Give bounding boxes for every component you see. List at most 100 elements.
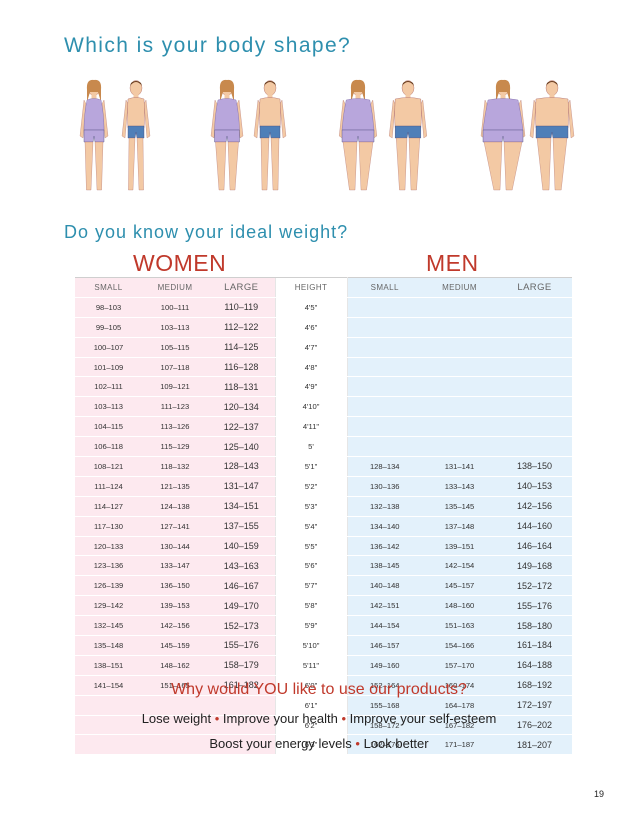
cell-men-medium: 131–141 <box>422 456 497 477</box>
woman-medium-figure <box>197 78 257 196</box>
cell-men-small: 138–145 <box>347 555 422 577</box>
women-header: WOMEN <box>133 250 227 276</box>
col-header-women-large: LARGE <box>208 277 275 298</box>
cell-men-medium: 137–148 <box>422 516 497 537</box>
cell-women-small: 111–124 <box>75 476 142 497</box>
cell-men-medium: 135–145 <box>422 496 497 517</box>
cell-men-medium <box>422 376 497 398</box>
cell-women-large: 110–119 <box>208 297 275 318</box>
table-row: 100–107 105–115 114–125 4'7" <box>75 337 572 358</box>
table-row: 98–103 100–111 110–119 4'5" <box>75 297 572 318</box>
cell-women-medium: 145–159 <box>142 635 208 656</box>
cell-women-small <box>75 695 142 716</box>
cell-men-small: 142–151 <box>347 595 422 617</box>
col-header-women-medium: MEDIUM <box>142 277 208 298</box>
cell-women-medium: 111–123 <box>142 396 208 418</box>
cell-height: 4'9" <box>274 376 348 398</box>
cell-men-medium <box>422 337 497 358</box>
cell-women-large: 152–173 <box>208 615 275 637</box>
cell-women-large: 125–140 <box>208 436 275 458</box>
cell-women-medium: 107–118 <box>142 357 208 378</box>
table-row: 123–136 133–147 143–163 5'6" 138–145 142–154 1… <box>75 555 572 577</box>
cell-women-small: 117–130 <box>75 516 142 537</box>
cell-women-large: 149–170 <box>208 595 275 617</box>
benefit-self-esteem: Improve your self-esteem <box>349 711 497 726</box>
cell-women-small: 106–118 <box>75 436 142 458</box>
cell-men-medium <box>422 357 497 378</box>
cell-women-large: 134–151 <box>208 496 275 517</box>
col-header-men-large: LARGE <box>497 277 572 298</box>
table-row: 117–130 127–141 137–155 5'4" 134–140 137–148 1… <box>75 516 572 537</box>
cell-men-medium: 167–182 <box>422 715 497 736</box>
cell-men-small <box>347 436 422 458</box>
table-row: 101–109 107–118 116–128 4'8" <box>75 357 572 378</box>
cell-women-medium: 130–144 <box>142 536 208 557</box>
cell-men-medium: 151–163 <box>422 615 497 637</box>
table-row: 114–127 124–138 134–151 5'3" 132–138 135–145 1… <box>75 496 572 517</box>
cell-women-small: 102–111 <box>75 376 142 398</box>
cell-women-medium: 127–141 <box>142 516 208 537</box>
cell-women-small: 108–121 <box>75 456 142 477</box>
cell-women-small: 104–115 <box>75 416 142 438</box>
cell-height: 4'11" <box>274 416 348 438</box>
table-row: 103–113 111–123 120–134 4'10" <box>75 396 572 418</box>
cell-men-medium: 164–178 <box>422 695 497 716</box>
cell-height: 4'7" <box>274 337 348 358</box>
woman-xlarge-figure <box>473 78 533 196</box>
cell-women-small: 141–154 <box>75 675 142 696</box>
cell-women-large: 158–179 <box>208 655 275 676</box>
cell-men-small <box>347 337 422 358</box>
cell-men-small <box>347 396 422 418</box>
cell-men-small: 149–160 <box>347 655 422 676</box>
cell-height: 6'2" <box>274 715 348 736</box>
cell-women-medium: 121–135 <box>142 476 208 497</box>
cell-men-small <box>347 376 422 398</box>
cell-men-small: 152–164 <box>347 675 422 696</box>
cell-men-small: 158–172 <box>347 715 422 736</box>
cell-men-large <box>497 297 572 318</box>
table-row: 141–154 151–165 161–182 6'0" 152–164 160–174 1… <box>75 675 572 696</box>
table-row: 108–121 118–132 128–143 5'1" 128–134 131–141 1… <box>75 456 572 477</box>
cell-men-medium: 145–157 <box>422 575 497 597</box>
cell-women-large: 137–155 <box>208 516 275 537</box>
cell-height: 5'3" <box>274 496 348 517</box>
benefits-line-2: Boost your energy levels • Look better <box>0 736 638 751</box>
woman-large-figure <box>328 78 388 196</box>
cell-men-large: 161–184 <box>497 635 572 656</box>
cell-men-large: 158–180 <box>497 615 572 637</box>
cell-women-small: 101–109 <box>75 357 142 378</box>
table-row: 6'1" 155–168 164–178 172–197 <box>75 695 572 716</box>
cell-women-small: 103–113 <box>75 396 142 418</box>
cell-women-small: 98–103 <box>75 297 142 318</box>
cell-men-small <box>347 357 422 378</box>
cell-women-large: 155–176 <box>208 635 275 656</box>
cell-men-large: 140–153 <box>497 476 572 497</box>
cell-men-medium: 154–166 <box>422 635 497 656</box>
cell-men-large: 152–172 <box>497 575 572 597</box>
cell-women-medium: 148–162 <box>142 655 208 676</box>
cell-height: 6'3" <box>274 734 348 756</box>
benefit-energy: Boost your energy levels <box>209 736 352 751</box>
woman-small-figure <box>64 78 124 196</box>
cell-men-small: 130–136 <box>347 476 422 497</box>
cell-men-medium: 142–154 <box>422 555 497 577</box>
cell-men-large <box>497 396 572 418</box>
cell-height: 5'4" <box>274 516 348 537</box>
cell-height: 6'0" <box>274 675 348 696</box>
cell-men-small: 136–142 <box>347 536 422 557</box>
ideal-weight-title: Do you know your ideal weight? <box>64 222 349 242</box>
cell-women-small: 135–148 <box>75 635 142 656</box>
table-row: 120–133 130–144 140–159 5'5" 136–142 139–151 1… <box>75 536 572 557</box>
products-question: Why would YOU like to use our products? <box>171 681 467 698</box>
cell-men-large: 155–176 <box>497 595 572 617</box>
cell-height: 5'2" <box>274 476 348 497</box>
cell-men-large: 138–150 <box>497 456 572 477</box>
cell-height: 5'11" <box>274 655 348 676</box>
cell-men-large: 142–156 <box>497 496 572 517</box>
cell-women-small: 99–105 <box>75 317 142 338</box>
cell-women-small: 123–136 <box>75 555 142 577</box>
cell-women-large <box>208 695 275 716</box>
ideal-weight-table: SMALL MEDIUM LARGE HEIGHT SMALL MEDIUM L… <box>75 277 572 756</box>
benefits-line-1: Lose weight • Improve your health • Impr… <box>0 711 638 726</box>
cell-women-small: 138–151 <box>75 655 142 676</box>
